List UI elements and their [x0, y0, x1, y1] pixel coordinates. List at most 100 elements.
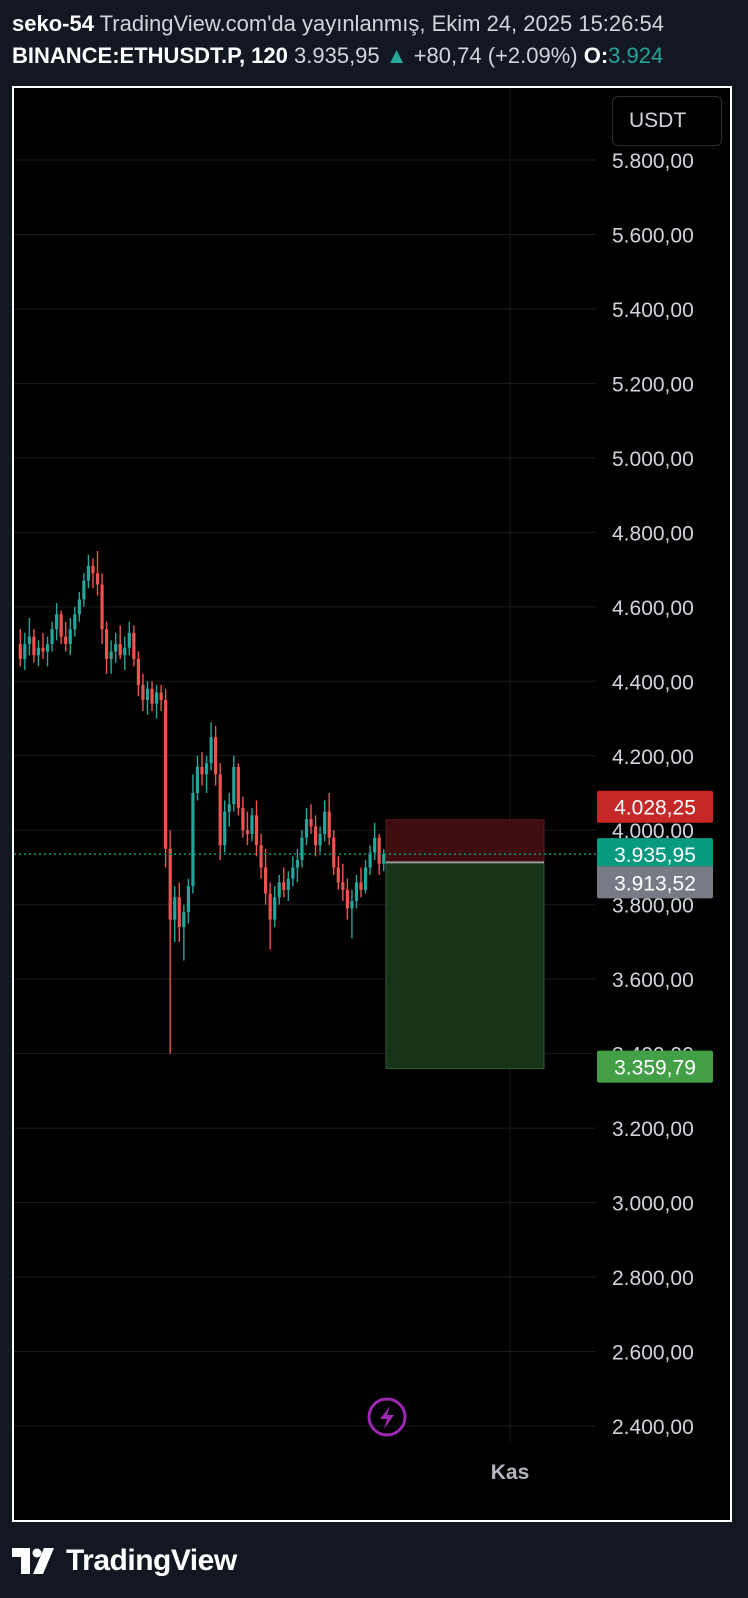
candle-body: [136, 658, 140, 686]
candle-body: [82, 580, 86, 600]
candle-body: [227, 804, 231, 812]
tradingview-logo[interactable]: TradingView: [12, 1544, 237, 1578]
tradingview-logo-icon: [12, 1548, 54, 1574]
candle-body: [145, 688, 150, 700]
y-tick-label: 3.000,00: [612, 1193, 694, 1216]
candle-body: [41, 647, 45, 652]
candle-body: [295, 860, 299, 868]
candle-body: [236, 766, 240, 808]
y-tick-label: 2.600,00: [612, 1342, 694, 1365]
candle-body: [23, 644, 27, 659]
candle-body: [191, 793, 195, 887]
candle-body: [100, 584, 104, 630]
candle-body: [264, 867, 268, 894]
lightning-icon[interactable]: [367, 1397, 407, 1437]
entry-price-label: 3.913,52: [614, 872, 696, 895]
stop-loss-zone[interactable]: [385, 819, 545, 863]
candle-body: [345, 889, 349, 909]
y-tick-label: 5.200,00: [612, 373, 694, 396]
y-tick-label: 5.600,00: [612, 224, 694, 247]
entry-price-tag: 3.913,52: [597, 866, 713, 899]
open-label: O:: [583, 43, 609, 68]
price-change: +80,74 (+2.09%): [413, 43, 578, 68]
candle-body: [277, 882, 281, 898]
publish-info: seko-54 TradingView.com'da yayınlanmış, …: [12, 8, 748, 40]
candle-body: [291, 867, 295, 879]
y-tick-label: 4.600,00: [612, 597, 694, 620]
candle-body: [273, 897, 277, 920]
candle-body: [245, 830, 250, 834]
currency-button[interactable]: USDT: [612, 96, 722, 146]
candle-body: [164, 699, 168, 849]
candle-body: [354, 882, 359, 901]
candle-body: [77, 599, 81, 615]
candle-body: [109, 651, 113, 659]
candle-body: [118, 644, 122, 656]
candle-body: [373, 837, 377, 853]
position-tool[interactable]: [385, 819, 545, 1070]
y-tick-label: 3.200,00: [612, 1118, 694, 1141]
y-tick-label: 5.800,00: [612, 150, 694, 173]
current-price-tag-bg: [597, 838, 713, 871]
candle-body: [232, 766, 236, 805]
symbol-info: BINANCE:ETHUSDT.P, 120 3.935,95 ▲ +80,74…: [12, 40, 748, 72]
up-arrow-icon: ▲: [385, 43, 408, 68]
candle-body: [377, 837, 381, 864]
candle-body: [200, 766, 204, 775]
candle-body: [177, 897, 181, 928]
candle-body: [282, 882, 286, 890]
candle-body: [318, 833, 322, 846]
tradingview-wordmark: TradingView: [66, 1544, 237, 1577]
candle-body: [313, 826, 318, 846]
candle-body: [114, 644, 118, 652]
take-profit-zone[interactable]: [385, 861, 545, 1070]
candle-body: [254, 815, 259, 846]
y-tick-label: 4.800,00: [612, 522, 694, 545]
stop-price-label: 4.028,25: [614, 797, 696, 820]
candle-body: [341, 882, 345, 890]
candle-body: [27, 636, 31, 645]
candle-body: [309, 819, 313, 827]
candle-body: [168, 848, 172, 920]
candle-body: [173, 897, 177, 920]
candle-body: [50, 629, 54, 645]
current-price-label: 3.935,95: [614, 844, 696, 867]
candle-body: [204, 763, 209, 775]
publish-date: TradingView.com'da yayınlanmış, Ekim 24,…: [93, 11, 664, 36]
author-name[interactable]: seko-54: [12, 11, 94, 36]
candle-body: [209, 737, 213, 764]
target-price-label: 3.359,79: [614, 1057, 696, 1080]
candle-body: [141, 685, 145, 700]
y-tick-label: 4.400,00: [612, 671, 694, 694]
symbol-name: BINANCE:ETHUSDT.P, 120: [12, 43, 288, 68]
candle-body: [268, 893, 272, 920]
x-tick-label: Kas: [491, 1461, 530, 1484]
chart-canvas[interactable]: 5.800,00 5.600,00 5.400,00 5.200,00 5.000,00…: [14, 88, 730, 1520]
candle-body: [223, 811, 227, 846]
candle-body: [363, 867, 368, 890]
candle-body: [123, 647, 127, 656]
stop-price-tag-bg: [597, 790, 713, 823]
candle-body: [86, 565, 91, 581]
candle-body: [59, 614, 63, 637]
candle-body: [218, 774, 222, 846]
y-tick-label: 4.000,00: [612, 820, 694, 843]
target-price-tag: 3.359,79: [597, 1050, 713, 1083]
candle-body: [182, 912, 186, 928]
grid: [14, 88, 596, 1443]
y-tick-label: 5.400,00: [612, 299, 694, 322]
entry-price-tag-bg: [597, 866, 713, 899]
chart-header: seko-54 TradingView.com'da yayınlanmış, …: [12, 8, 748, 72]
candle-body: [36, 647, 41, 656]
candle-body: [64, 636, 68, 645]
candle-body: [91, 565, 95, 574]
candle-body: [286, 878, 290, 890]
y-tick-label: 2.400,00: [612, 1416, 694, 1439]
candle-body: [32, 636, 36, 656]
y-tick-label: 3.800,00: [612, 895, 694, 918]
y-tick-label: 2.800,00: [612, 1267, 694, 1290]
candle-body: [154, 692, 159, 704]
last-price: 3.935,95: [294, 43, 380, 68]
chart-area[interactable]: 5.800,00 5.600,00 5.400,00 5.200,00 5.000,00…: [12, 86, 732, 1522]
candle-body: [336, 867, 340, 883]
